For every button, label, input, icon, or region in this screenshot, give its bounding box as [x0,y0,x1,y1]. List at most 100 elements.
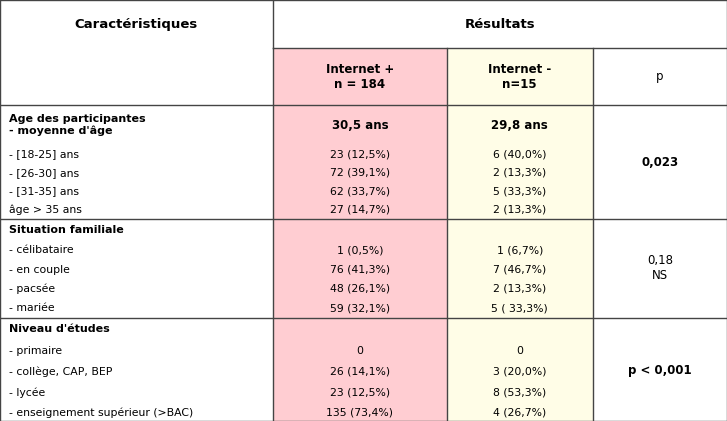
Bar [273,163,447,182]
Bar [273,105,447,145]
Text: Internet -
n=15: Internet - n=15 [488,63,552,91]
Text: 72 (39,1%): 72 (39,1%) [330,168,390,178]
Bar [593,48,727,105]
Bar [447,341,593,362]
Bar [273,219,447,241]
Bar [273,182,447,200]
Text: 5 ( 33,3%): 5 ( 33,3%) [491,303,548,313]
Text: - célibataire: - célibataire [9,245,73,255]
Text: - lycée: - lycée [9,387,45,397]
Text: 2 (13,3%): 2 (13,3%) [493,168,547,178]
Bar [593,362,727,382]
Bar [593,182,727,200]
Bar [593,382,727,402]
Bar [0,402,273,421]
Bar [273,145,447,163]
Bar [447,219,593,241]
Text: p < 0,001: p < 0,001 [628,364,691,377]
Bar [0,48,273,105]
Text: 6 (40,0%): 6 (40,0%) [493,149,547,159]
Text: 0: 0 [356,346,364,356]
Bar [273,260,447,279]
Text: 59 (32,1%): 59 (32,1%) [330,303,390,313]
Text: 135 (73,4%): 135 (73,4%) [326,408,393,418]
Bar [273,402,447,421]
Text: 62 (33,7%): 62 (33,7%) [330,186,390,196]
Bar [273,298,447,318]
Text: 23 (12,5%): 23 (12,5%) [330,387,390,397]
Bar [0,382,273,402]
Text: 4 (26,7%): 4 (26,7%) [493,408,547,418]
Bar [593,298,727,318]
Text: 3 (20,0%): 3 (20,0%) [493,367,547,377]
Bar [0,219,273,241]
Bar [273,341,447,362]
Bar [0,0,273,48]
Bar [447,402,593,421]
Bar [447,279,593,298]
Text: Résultats: Résultats [465,18,535,31]
Text: 1 (0,5%): 1 (0,5%) [337,245,383,255]
Text: - [31-35] ans: - [31-35] ans [9,186,79,196]
Text: 5 (33,3%): 5 (33,3%) [493,186,547,196]
Bar [447,163,593,182]
Bar [593,105,727,145]
Text: - [26-30] ans: - [26-30] ans [9,168,79,178]
Text: - primaire: - primaire [9,346,62,356]
Bar [273,279,447,298]
Bar [593,163,727,182]
Text: - collège, CAP, BEP: - collège, CAP, BEP [9,367,112,377]
Bar [273,362,447,382]
Bar [0,318,273,341]
Bar [273,382,447,402]
Text: 48 (26,1%): 48 (26,1%) [330,284,390,294]
Bar [447,362,593,382]
Text: 8 (53,3%): 8 (53,3%) [493,387,547,397]
Text: - [18-25] ans: - [18-25] ans [9,149,79,159]
Bar [593,402,727,421]
Bar [0,279,273,298]
Text: p: p [656,70,664,83]
Bar [273,241,447,260]
Bar [273,0,727,48]
Bar [0,200,273,219]
Text: âge > 35 ans: âge > 35 ans [9,205,81,215]
Bar [593,219,727,241]
Bar [447,48,593,105]
Bar [447,145,593,163]
Bar [593,279,727,298]
Bar [447,241,593,260]
Text: 7 (46,7%): 7 (46,7%) [493,265,547,274]
Bar [447,260,593,279]
Text: Caractéristiques: Caractéristiques [75,18,198,31]
Text: 0: 0 [516,346,523,356]
Bar [0,105,273,145]
Bar [0,145,273,163]
Bar [447,105,593,145]
Bar [273,200,447,219]
Bar [447,382,593,402]
Text: 76 (41,3%): 76 (41,3%) [330,265,390,274]
Bar [593,318,727,341]
Text: 2 (13,3%): 2 (13,3%) [493,205,547,215]
Text: Situation familiale: Situation familiale [9,225,124,235]
Text: 0,18
NS: 0,18 NS [647,254,672,282]
Bar [447,318,593,341]
Bar [593,145,727,163]
Bar [0,341,273,362]
Bar [593,341,727,362]
Bar [593,200,727,219]
Bar [593,260,727,279]
Text: - en couple: - en couple [9,265,70,274]
Bar [0,182,273,200]
Text: - enseignement supérieur (>BAC): - enseignement supérieur (>BAC) [9,408,193,418]
Bar [447,298,593,318]
Bar [273,48,447,105]
Text: 30,5 ans: 30,5 ans [332,119,388,132]
Bar [593,241,727,260]
Text: 26 (14,1%): 26 (14,1%) [330,367,390,377]
Text: Internet +
n = 184: Internet + n = 184 [326,63,394,91]
Text: 0,023: 0,023 [641,156,678,168]
Bar [273,318,447,341]
Bar [0,260,273,279]
